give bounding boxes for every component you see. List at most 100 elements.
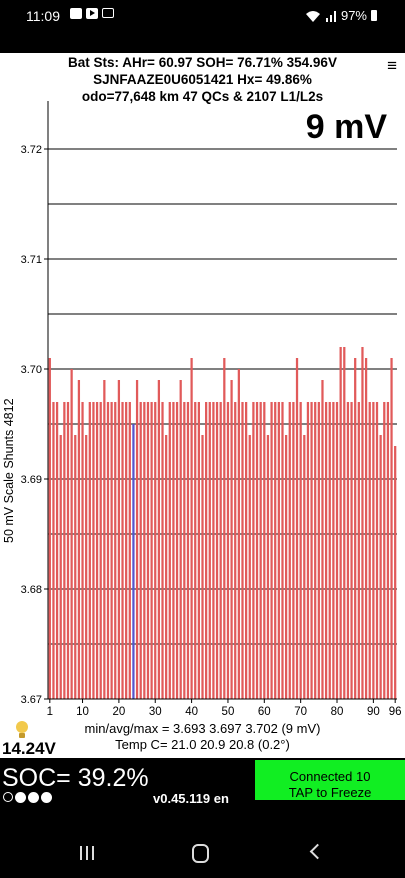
cell-voltage-bar	[270, 402, 273, 699]
cell-voltage-bar	[379, 435, 382, 699]
connect-status-label: Connected 10	[289, 769, 371, 784]
cell-voltage-bar	[383, 402, 386, 699]
cell-voltage-bar	[63, 402, 66, 699]
cell-voltage-bar	[194, 402, 197, 699]
scale-label: 9 mV	[305, 108, 387, 146]
cell-voltage-bar	[114, 402, 117, 699]
cell-voltage-bar	[375, 402, 379, 699]
cell-voltage-bar	[343, 347, 346, 699]
status-dot	[41, 792, 52, 803]
cell-voltage-bar	[201, 435, 204, 699]
battery-percent: 97%	[340, 8, 367, 23]
cell-voltage-bar	[48, 358, 51, 699]
x-tick-label: 30	[149, 706, 162, 718]
cell-voltage-bar	[139, 402, 142, 699]
cell-voltage-bar	[66, 402, 70, 699]
image-icon	[70, 8, 82, 19]
cell-voltage-bar	[81, 402, 84, 699]
signal-icon	[325, 10, 336, 22]
cell-voltage-bar	[190, 358, 193, 699]
vin-line: SJNFAAZE0U6051421 Hx= 49.86%	[93, 72, 312, 87]
cell-voltage-bar	[74, 435, 77, 699]
cell-voltage-bar	[205, 402, 208, 699]
cell-voltage-bar	[394, 446, 397, 699]
battery-monitor-screen[interactable]: Bat Sts: AHr= 60.97 SOH= 76.71% 354.96V …	[0, 53, 405, 758]
cell-voltage-bar	[314, 402, 317, 699]
cell-voltage-bar	[277, 402, 280, 699]
cell-voltage-bar	[259, 402, 262, 699]
cell-voltage-bar	[386, 402, 390, 699]
cell-voltage-bar	[150, 402, 153, 699]
odometer-line: odo=77,648 km 47 QCs & 2107 L1/L2s	[81, 89, 324, 104]
cell-voltage-bar	[132, 424, 135, 699]
cell-voltage-bar	[59, 435, 62, 699]
x-tick-label: 1	[47, 706, 53, 718]
cell-voltage-bar	[125, 402, 128, 699]
wifi-icon	[305, 10, 320, 22]
menu-icon[interactable]: ≡	[387, 56, 397, 75]
cell-voltage-bar	[99, 402, 102, 699]
home-icon[interactable]	[192, 844, 209, 863]
cell-voltage-bar	[317, 402, 320, 699]
cell-voltage-bar	[219, 402, 222, 699]
cell-voltage-bar	[357, 402, 360, 699]
x-tick-label: 50	[222, 706, 235, 718]
system-icons: 97%	[305, 8, 377, 23]
cell-voltage-bar	[226, 402, 230, 699]
cell-voltage-bar	[350, 402, 353, 699]
battery-icon	[371, 10, 377, 21]
y-tick-label: 3.68	[21, 584, 42, 596]
cell-voltage-bar	[321, 380, 324, 699]
cell-voltage-bar	[121, 402, 124, 699]
cell-voltage-bar	[292, 402, 295, 699]
cell-voltage-bar	[332, 402, 335, 699]
cell-voltage-bar	[146, 402, 150, 699]
cell-voltage-bar	[234, 402, 237, 699]
x-tick-label: 40	[185, 706, 198, 718]
cell-voltage-bar	[354, 358, 357, 699]
cell-voltage-bar	[339, 347, 342, 699]
cell-voltage-bar	[263, 402, 266, 699]
recents-icon[interactable]	[80, 846, 96, 860]
cell-voltage-bar	[324, 402, 328, 699]
lightbulb-icon[interactable]	[14, 720, 30, 740]
cell-voltage-chart[interactable]: 3.72 3.71 3.70 3.69 3.68 3.67 1 10 20 30 40 50 60 70 8…	[0, 53, 405, 758]
back-icon[interactable]	[309, 843, 326, 860]
cell-voltage-bar	[299, 402, 302, 699]
cell-voltage-bar	[248, 435, 251, 699]
cell-voltage-bar	[310, 402, 313, 699]
x-tick-label: 80	[331, 706, 344, 718]
cell-voltage-bar	[241, 402, 244, 699]
status-dot	[28, 792, 39, 803]
cell-voltage-bar	[85, 435, 88, 699]
cell-voltage-bar	[172, 402, 175, 699]
y-tick-label: 3.70	[21, 364, 42, 376]
status-dot	[15, 792, 26, 803]
cell-voltage-bar	[237, 369, 240, 699]
cell-voltage-bar	[281, 402, 284, 699]
cell-voltage-bar	[52, 402, 55, 699]
x-tick-label: 70	[294, 706, 307, 718]
cell-voltage-bar	[390, 358, 393, 699]
cell-voltage-bar	[335, 402, 339, 699]
cell-voltage-bar	[208, 402, 211, 699]
system-navigation-bar	[0, 810, 405, 878]
cell-voltage-bar	[266, 435, 270, 699]
cell-voltage-bar	[230, 380, 233, 699]
x-tick-label: 96	[389, 706, 402, 718]
cell-voltage-bar	[372, 402, 375, 699]
temperature-line: Temp C= 21.0 20.9 20.8 (0.2°)	[115, 737, 290, 752]
cell-voltage-bar	[361, 347, 364, 699]
x-tick-label: 60	[258, 706, 271, 718]
y-tick-label: 3.71	[21, 254, 42, 266]
cell-voltage-bar	[255, 402, 259, 699]
cell-voltage-bar	[95, 402, 99, 699]
cell-voltage-bar	[303, 435, 306, 699]
connect-freeze-button[interactable]: Connected 10 TAP to Freeze	[255, 760, 405, 800]
cell-voltage-bar	[245, 402, 248, 699]
y-tick-label: 3.72	[21, 144, 42, 156]
cell-voltage-bar	[274, 402, 277, 699]
cell-voltage-bar	[77, 380, 81, 699]
cell-voltage-bar	[295, 358, 299, 699]
cell-voltage-bar	[154, 402, 157, 699]
